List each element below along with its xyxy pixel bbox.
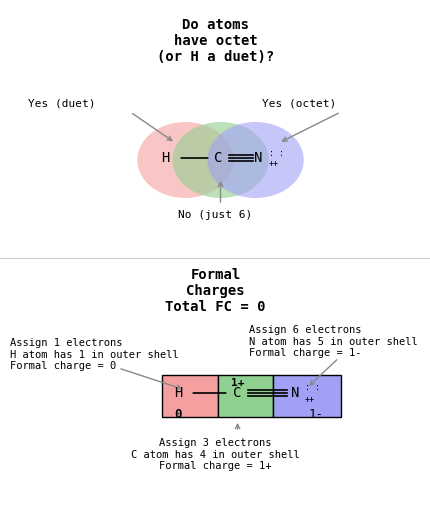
Bar bbox=[272, 375, 340, 417]
Text: : :: : : bbox=[304, 382, 319, 391]
Bar bbox=[217, 375, 272, 417]
Text: ++: ++ bbox=[268, 158, 278, 167]
Text: H: H bbox=[174, 386, 182, 400]
Text: C: C bbox=[233, 386, 241, 400]
Text: N: N bbox=[291, 386, 299, 400]
Text: Formal
Charges
Total FC = 0: Formal Charges Total FC = 0 bbox=[165, 268, 265, 314]
Ellipse shape bbox=[172, 122, 268, 198]
Text: 1-: 1- bbox=[307, 408, 322, 421]
Ellipse shape bbox=[137, 122, 233, 198]
Ellipse shape bbox=[207, 122, 303, 198]
Text: Assign 1 electrons
H atom has 1 in outer shell
Formal charge = 0: Assign 1 electrons H atom has 1 in outer… bbox=[10, 338, 178, 371]
Text: : :: : : bbox=[268, 148, 283, 157]
Text: ++: ++ bbox=[304, 394, 314, 403]
Text: 0: 0 bbox=[174, 408, 182, 421]
Text: Assign 3 electrons
C atom has 4 in outer shell
Formal charge = 1+: Assign 3 electrons C atom has 4 in outer… bbox=[131, 438, 299, 471]
Text: Yes (duet): Yes (duet) bbox=[28, 98, 95, 108]
Text: Yes (octet): Yes (octet) bbox=[261, 98, 335, 108]
Bar bbox=[162, 375, 217, 417]
Text: C: C bbox=[214, 151, 222, 165]
Text: Do atoms
have octet
(or H a duet)?: Do atoms have octet (or H a duet)? bbox=[157, 18, 273, 65]
Text: H: H bbox=[161, 151, 169, 165]
Text: Assign 6 electrons
N atom has 5 in outer shell
Formal charge = 1-: Assign 6 electrons N atom has 5 in outer… bbox=[248, 325, 416, 358]
Text: N: N bbox=[254, 151, 262, 165]
Text: No (just 6): No (just 6) bbox=[178, 210, 252, 220]
Text: 1+: 1+ bbox=[230, 378, 244, 388]
